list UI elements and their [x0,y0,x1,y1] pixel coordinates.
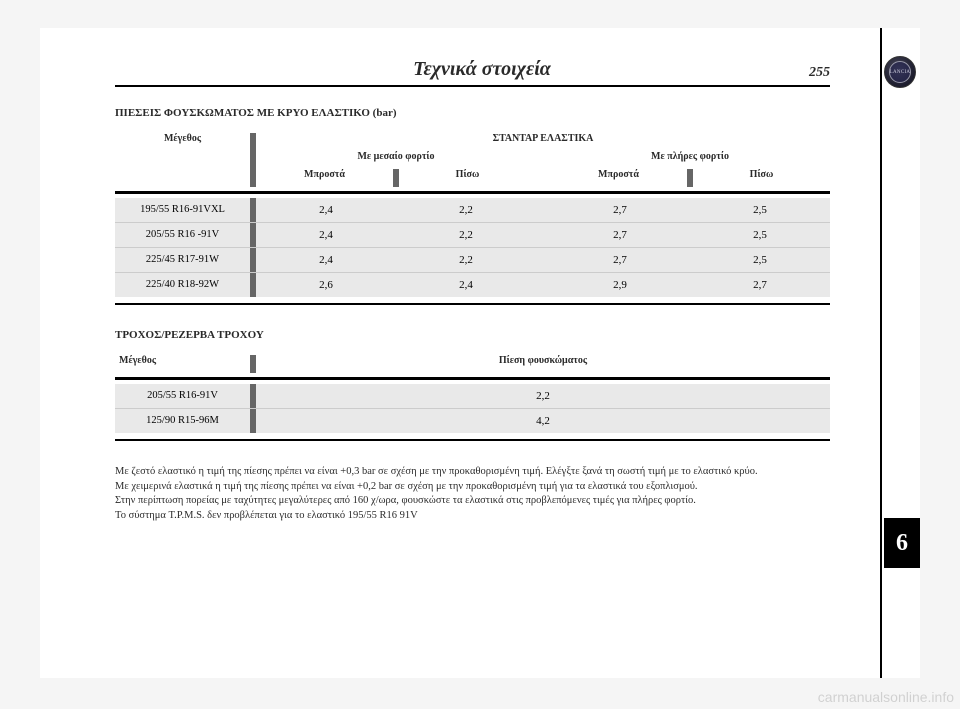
table1-title: ΠΙΕΣΕΙΣ ΦΟΥΣΚΩΜΑΤΟΣ ΜΕ ΚΡΥΟ ΕΛΑΣΤΙΚΟ (ba… [115,107,830,119]
table-row: 125/90 R15-96M 4,2 [115,409,830,433]
table-row: 195/55 R16-91VXL 2,4 2,2 2,7 2,5 [115,198,830,222]
col-rear-b: Πίσω [693,169,830,187]
table-row: 205/55 R16 -91V 2,4 2,2 2,7 2,5 [115,223,830,247]
note-line: Με ζεστό ελαστικό η τιμή της πίεσης πρέπ… [115,465,830,480]
chapter-title: Τεχνικά στοιχεία [155,58,809,81]
table-row: 205/55 R16-91V 2,2 [115,384,830,408]
group-medium-load: Με μεσαίο φορτίο [256,151,536,169]
col-front-a: Μπροστά [256,169,393,187]
content-area: Τεχνικά στοιχεία 255 ΠΙΕΣΕΙΣ ΦΟΥΣΚΩΜΑΤΟΣ… [115,58,830,524]
note-line: Με χειμερινά ελαστικά η τιμή της πίεσης … [115,480,830,495]
chapter-tab: 6 [884,518,920,568]
notes-block: Με ζεστό ελαστικό η τιμή της πίεσης πρέπ… [115,465,830,524]
col-pressure-header: Πίεση φουσκώματος [256,355,830,373]
sidebar: LANCIA 6 [880,28,920,678]
watermark: carmanualsonline.info [818,689,954,705]
note-line: Το σύστημα T.P.M.S. δεν προβλέπεται για … [115,509,830,524]
table-row: 225/45 R17-91W 2,4 2,2 2,7 2,5 [115,248,830,272]
super-header: ΣΤΑΝΤΑΡ ΕΛΑΣΤΙΚΑ [256,133,830,151]
page-header: Τεχνικά στοιχεία 255 [115,58,830,87]
lancia-logo-icon: LANCIA [884,56,916,88]
col-rear-a: Πίσω [399,169,536,187]
col-size-header: Μέγεθος [115,133,250,151]
page-number: 255 [809,65,830,81]
table2-title: ΤΡΟΧΟΣ/ΡΕΖΕΡΒΑ ΤΡΟΧΟΥ [115,329,830,341]
col-front-b: Μπροστά [550,169,687,187]
tire-pressure-table: Μέγεθος ΣΤΑΝΤΑΡ ΕΛΑΣΤΙΚΑ Με μεσαίο φορτί… [115,133,830,305]
spare-wheel-table: Μέγεθος Πίεση φουσκώματος 205/55 R16-91V… [115,355,830,441]
table-row: 225/40 R18-92W 2,6 2,4 2,9 2,7 [115,273,830,297]
col-size-header-2: Μέγεθος [115,355,250,373]
page: Τεχνικά στοιχεία 255 ΠΙΕΣΕΙΣ ΦΟΥΣΚΩΜΑΤΟΣ… [40,28,920,678]
note-line: Στην περίπτωση πορείας με ταχύτητες μεγα… [115,494,830,509]
group-full-load: Με πλήρες φορτίο [550,151,830,169]
